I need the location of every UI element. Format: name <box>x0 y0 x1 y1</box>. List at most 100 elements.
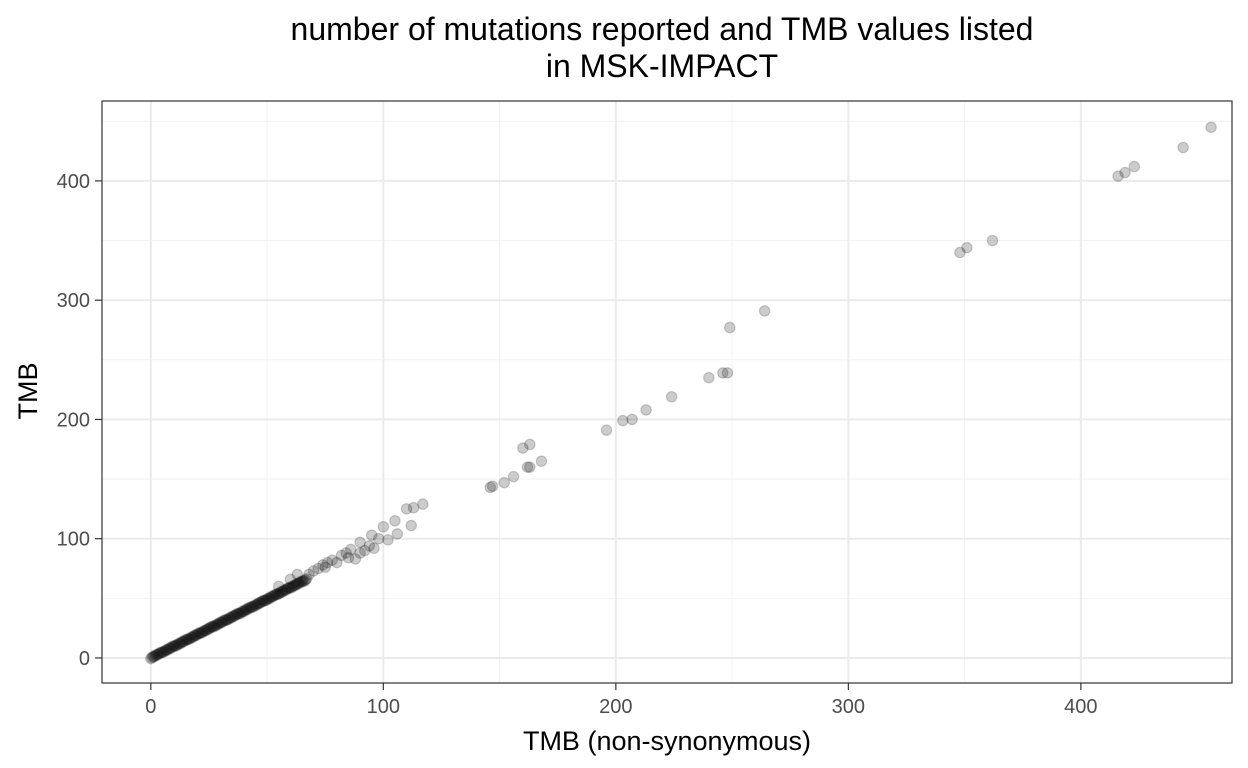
data-point-26 <box>517 442 529 454</box>
y-axis-title: TMB <box>13 363 43 420</box>
data-point-cluster-7 <box>153 647 165 660</box>
x-tick-label-3: 300 <box>832 696 865 718</box>
data-point-cluster-11 <box>157 646 170 659</box>
x-axis: 0 100 200 300 400 <box>145 683 1098 718</box>
data-point-cluster-84 <box>242 602 255 615</box>
data-point-45 <box>1119 166 1131 179</box>
data-point-cluster-110 <box>272 588 285 600</box>
data-point-cluster-77 <box>234 607 247 620</box>
data-point-cluster-116 <box>279 584 292 597</box>
data-point-10 <box>358 544 371 557</box>
data-point-16 <box>389 515 401 527</box>
data-point-cluster-34 <box>184 632 197 644</box>
data-point-cluster-107 <box>269 588 282 601</box>
data-point-40 <box>758 305 771 317</box>
data-point-25 <box>507 470 520 483</box>
data-point-cluster-74 <box>231 607 243 620</box>
data-point-cluster-69 <box>225 612 237 624</box>
data-point-cluster-68 <box>224 611 236 624</box>
data-point-cluster-66 <box>221 614 234 626</box>
data-point-cluster-67 <box>222 612 235 625</box>
data-point-cluster-97 <box>257 595 270 608</box>
data-point-cluster-88 <box>247 601 259 613</box>
data-point-cluster-72 <box>228 610 241 622</box>
data-point-cluster-57 <box>211 618 223 630</box>
data-point-cluster-113 <box>276 586 288 598</box>
data-point-cluster-102 <box>263 592 276 605</box>
data-point-cluster-64 <box>219 614 232 627</box>
data-point-cluster-108 <box>270 589 283 601</box>
data-point-39 <box>723 321 736 334</box>
data-point-cluster-6 <box>152 649 164 661</box>
data-point-cluster-32 <box>182 633 194 645</box>
panel-border <box>101 100 1233 684</box>
data-point-cluster-104 <box>265 590 278 603</box>
data-point-42 <box>961 241 973 254</box>
data-point-cluster-92 <box>251 598 264 610</box>
data-point-cluster-117 <box>281 583 293 595</box>
data-point-cluster-94 <box>254 597 266 609</box>
data-point-cluster-46 <box>198 624 211 637</box>
data-point-cluster-27 <box>176 635 189 648</box>
data-point-cluster-85 <box>243 601 256 614</box>
data-point-cluster-98 <box>258 594 271 606</box>
data-point-cluster-127 <box>292 577 305 590</box>
data-point-cluster-42 <box>193 627 206 640</box>
data-point-cluster-35 <box>185 631 198 643</box>
data-point-cluster-78 <box>235 606 248 619</box>
data-point-cluster-96 <box>256 595 269 607</box>
data-point-35 <box>665 390 678 403</box>
grid-lines <box>102 101 1232 683</box>
data-point-49 <box>272 580 285 593</box>
data-point-cluster-15 <box>162 643 175 655</box>
data-point-54 <box>331 556 343 569</box>
data-point-cluster-19 <box>167 640 179 652</box>
data-point-cluster-73 <box>229 609 242 621</box>
data-point-cluster-40 <box>191 628 204 641</box>
data-point-15 <box>382 534 394 546</box>
data-point-cluster-10 <box>156 645 169 658</box>
data-point-cluster-20 <box>168 640 180 653</box>
data-points <box>145 121 1217 665</box>
data-point-cluster-61 <box>215 616 228 629</box>
data-point-cluster-124 <box>289 579 301 592</box>
data-point-cluster-111 <box>274 587 286 599</box>
data-point-8 <box>349 553 362 565</box>
data-point-33 <box>626 413 638 426</box>
data-point-57 <box>363 540 376 552</box>
data-point-cluster-83 <box>241 603 254 616</box>
data-point-cluster-43 <box>195 626 207 639</box>
y-tick-label-2: 200 <box>57 409 90 431</box>
data-point-cluster-45 <box>197 625 209 638</box>
data-point-cluster-90 <box>249 598 262 611</box>
data-point-cluster-9 <box>155 647 168 659</box>
y-axis: 0 100 200 300 400 <box>57 171 102 670</box>
data-point-31 <box>600 424 613 436</box>
data-point-29 <box>524 461 536 473</box>
data-point-cluster-28 <box>177 636 190 648</box>
data-point-cluster-29 <box>178 634 191 647</box>
data-point-cluster-16 <box>163 642 176 654</box>
data-point-cluster-89 <box>248 600 261 612</box>
data-point-cluster-121 <box>285 581 298 594</box>
data-point-3 <box>321 556 334 569</box>
data-point-38 <box>721 367 734 379</box>
chart-title-line-1: number of mutations reported and TMB val… <box>291 11 1034 47</box>
data-point-cluster-119 <box>283 582 295 595</box>
data-point-cluster-120 <box>284 581 297 593</box>
data-point-cluster-22 <box>170 639 183 652</box>
data-point-cluster-48 <box>200 623 213 636</box>
data-point-cluster-82 <box>240 603 252 616</box>
data-point-cluster-30 <box>179 633 192 646</box>
data-point-cluster-62 <box>217 615 229 628</box>
data-point-cluster-123 <box>288 579 300 592</box>
data-point-34 <box>640 404 652 416</box>
data-point-24 <box>498 476 511 489</box>
data-point-cluster-54 <box>207 620 220 632</box>
data-point-cluster-36 <box>186 631 199 644</box>
data-point-cluster-5 <box>150 648 163 661</box>
data-point-36 <box>703 371 715 384</box>
data-point-cluster-105 <box>267 590 279 603</box>
data-point-cluster-100 <box>261 593 273 606</box>
data-point-cluster-33 <box>183 633 195 646</box>
